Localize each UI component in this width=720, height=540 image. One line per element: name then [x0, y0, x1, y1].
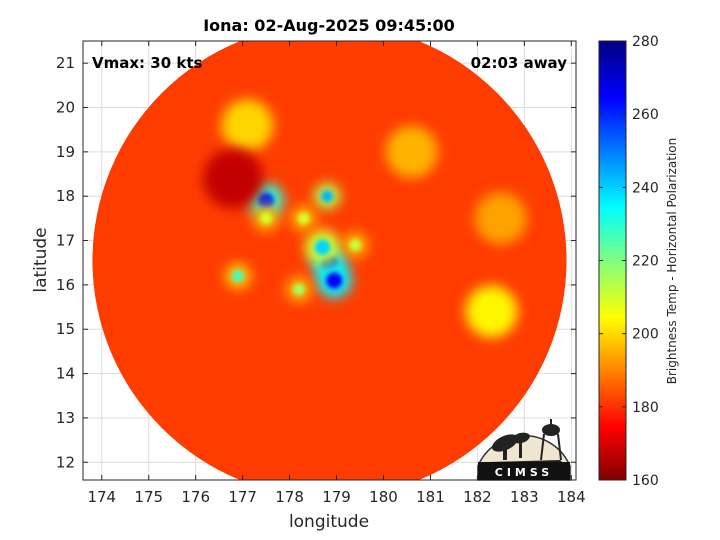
y-ticks: 12 13 14 15 16 17 18 19 20 21	[56, 54, 576, 471]
x-tick-label: 175	[134, 488, 163, 506]
vmax-annotation: Vmax: 30 kts	[92, 54, 202, 72]
chart-title: Iona: 02-Aug-2025 09:45:00	[203, 16, 455, 35]
y-tick-label: 21	[56, 54, 75, 72]
x-tick-label: 179	[322, 488, 351, 506]
colorbar-tick-label: 180	[632, 400, 659, 416]
feature-outer-band	[465, 285, 518, 338]
x-tick-label: 176	[181, 488, 210, 506]
feature-convective-cell	[321, 190, 334, 203]
feature-outer-band	[474, 192, 527, 245]
x-ticks: 174 175 176 177 178 179 180 181 182 183 184	[87, 41, 586, 506]
feature-outer-band	[221, 99, 274, 152]
time-away-annotation: 02:03 away	[471, 54, 568, 72]
colorbar-tick-label: 260	[632, 107, 659, 123]
x-tick-label: 182	[463, 488, 492, 506]
colorbar-tick-label: 240	[632, 180, 659, 196]
brightness-features	[203, 99, 527, 338]
colorbar-tick-label: 160	[632, 473, 659, 489]
y-tick-label: 12	[56, 453, 75, 471]
x-tick-label: 177	[228, 488, 257, 506]
y-tick-label: 20	[56, 99, 75, 117]
feature-convective-cell	[292, 283, 305, 296]
feature-convective-cell	[231, 270, 244, 283]
colorbar	[598, 40, 627, 481]
y-tick-label: 19	[56, 143, 75, 161]
y-tick-label: 15	[56, 320, 75, 338]
x-tick-label: 174	[87, 488, 116, 506]
y-tick-label: 18	[56, 187, 75, 205]
swath-image	[92, 41, 567, 480]
feature-convective-core	[258, 192, 275, 209]
cimss-logo-text: CIMSS	[495, 466, 553, 479]
colorbar-tick-label: 220	[632, 254, 659, 270]
axes-box	[82, 40, 577, 481]
y-tick-label: 16	[56, 276, 75, 294]
feature-convective-core	[326, 272, 343, 289]
x-tick-label: 180	[369, 488, 398, 506]
feature-convective-cell	[349, 238, 362, 251]
y-axis-label: latitude	[31, 227, 51, 292]
y-tick-label: 17	[56, 232, 75, 250]
colorbar-tick-label: 200	[632, 327, 659, 343]
feature-cold-ring	[203, 148, 264, 209]
colorbar-label: Brightness Temp - Horizontal Polarizatio…	[665, 138, 679, 385]
feature-convective-cell	[260, 212, 273, 225]
feature-outer-band	[385, 125, 438, 178]
colorbar-tick-label: 280	[632, 34, 659, 50]
cimss-logo: CIMSS	[477, 419, 571, 481]
x-tick-label: 184	[557, 488, 586, 506]
x-tick-label: 178	[275, 488, 304, 506]
y-tick-label: 13	[56, 409, 75, 427]
x-tick-label: 183	[510, 488, 539, 506]
colorbar-ticks: 160 180 200 220 240 260 280	[599, 34, 659, 489]
feature-convective-core	[314, 239, 331, 256]
x-tick-label: 181	[416, 488, 445, 506]
feature-convective-cell	[297, 212, 310, 225]
x-axis-label: longitude	[289, 512, 369, 532]
y-tick-label: 14	[56, 365, 75, 383]
